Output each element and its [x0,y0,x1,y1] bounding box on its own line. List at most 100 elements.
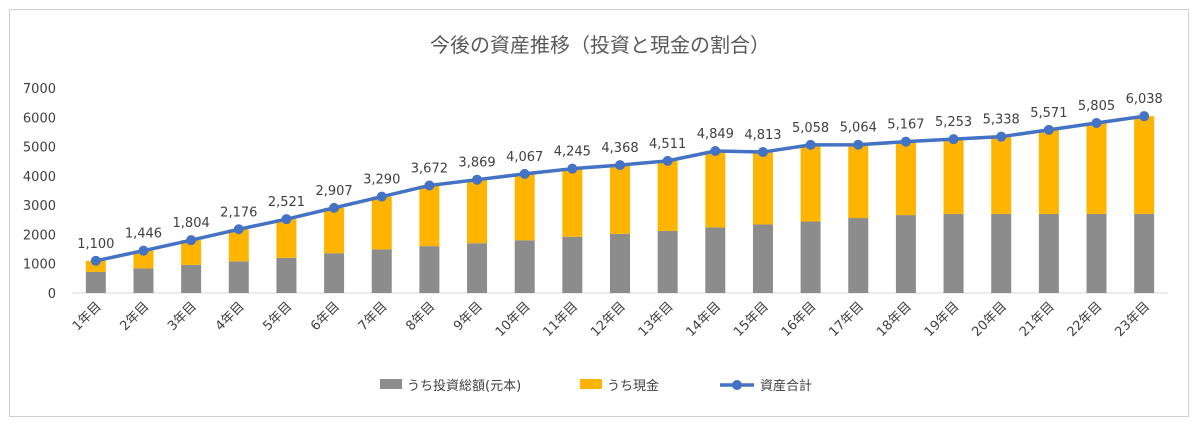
total-line-group [90,111,1150,266]
data-label-total: 6,038 [1126,92,1163,107]
x-tick-label: 9年目 [451,299,486,334]
x-axis: 1年目 2年目 3年目 4年目 5年目 6年目 7年目 8年目 9年目 10年目 11年目 12年目 1… [70,299,1153,340]
legend-label: 資産合計 [760,378,812,394]
legend-label: うち投資総額(元本) [407,378,521,394]
y-tick-label: 0 [48,287,56,302]
bar-cash [276,219,297,258]
bar-investment [705,227,726,293]
bars-group [85,116,1155,293]
total-marker [329,202,340,213]
bar-cash [1086,122,1107,214]
bar-cash [943,139,964,214]
legend-label: うち現金 [607,378,659,394]
bar-investment [991,213,1012,293]
bar-investment [1134,213,1155,293]
bar-investment [133,268,154,293]
data-label-total: 4,849 [697,127,734,142]
x-tick-label: 10年目 [493,299,534,340]
bar-cash [181,240,202,265]
x-tick-label: 1年目 [70,299,105,334]
total-marker [805,139,816,150]
data-label-total: 2,521 [268,195,305,210]
data-label-total: 5,167 [887,118,924,133]
bar-cash [324,207,345,254]
data-label-total: 5,058 [792,121,829,136]
bar-cash [895,141,916,216]
bar-investment [1038,213,1059,293]
total-marker [519,168,530,179]
x-tick-label: 4年目 [213,299,248,334]
data-label-total: 4,511 [649,137,686,152]
x-tick-label: 2年目 [117,299,152,334]
x-tick-label: 5年目 [260,299,295,334]
bar-investment [562,236,583,293]
bar-investment [324,253,345,293]
data-label-total: 3,869 [458,156,495,171]
y-tick-label: 1000 [23,258,56,273]
x-tick-label: 16年目 [779,299,820,340]
data-label-total: 5,805 [1078,99,1115,114]
bar-investment [1086,213,1107,293]
bar-cash [848,144,869,219]
total-marker [424,180,435,191]
bar-cash [85,260,106,272]
x-tick-label: 17年目 [826,299,867,340]
data-label-total: 4,368 [601,141,638,156]
y-tick-label: 3000 [23,199,56,214]
bar-cash [562,168,583,237]
x-tick-label: 18年目 [874,299,915,340]
bar-investment [467,243,488,293]
total-marker [90,255,101,266]
data-label-total: 5,064 [840,121,877,136]
bar-cash [1038,129,1059,214]
bar-cash [657,160,678,231]
bar-investment [371,249,392,293]
data-label-total: 4,067 [506,150,543,165]
x-tick-label: 20年目 [969,299,1010,340]
total-marker [281,214,292,225]
bar-cash [1134,116,1155,214]
data-label-total: 4,813 [744,128,781,143]
total-marker [472,174,483,185]
data-label-total: 3,290 [363,173,400,188]
data-label-total: 5,338 [983,113,1020,128]
x-tick-label: 22年目 [1065,299,1106,340]
legend: うち投資総額(元本) うち現金 資産合計 [380,378,812,394]
bar-cash [514,173,535,241]
bar-investment [610,233,630,293]
total-marker [186,235,197,246]
x-tick-label: 7年目 [356,299,391,334]
data-label-total: 5,253 [935,115,972,130]
bar-investment [657,230,678,293]
bar-investment [181,264,202,293]
total-marker [138,245,149,256]
bar-investment [228,261,249,293]
x-tick-label: 11年目 [540,299,581,340]
y-axis: 0 1000 2000 3000 4000 5000 6000 7000 [23,82,56,302]
bar-investment [895,215,916,293]
bar-investment [419,246,440,293]
bar-investment [848,218,869,293]
x-tick-label: 21年目 [1017,299,1058,340]
y-tick-label: 7000 [23,82,56,97]
y-tick-label: 5000 [23,141,56,156]
total-marker [1043,124,1054,135]
chart-title: 今後の資産推移（投資と現金の割合） [430,33,770,57]
bar-cash [991,136,1012,214]
bar-investment [276,257,297,293]
total-marker [233,224,244,235]
total-marker [1091,117,1102,128]
bar-investment [752,224,773,293]
x-tick-label: 23年目 [1112,299,1153,340]
legend-swatch [580,379,602,389]
total-marker [757,147,768,158]
total-marker [900,136,911,147]
data-label-total: 5,571 [1030,106,1067,121]
total-marker [996,131,1007,142]
x-tick-label: 15年目 [731,299,772,340]
data-label-total: 2,176 [220,205,257,220]
data-label-total: 2,907 [315,184,352,199]
bar-investment [85,271,106,293]
y-tick-label: 6000 [23,111,56,126]
